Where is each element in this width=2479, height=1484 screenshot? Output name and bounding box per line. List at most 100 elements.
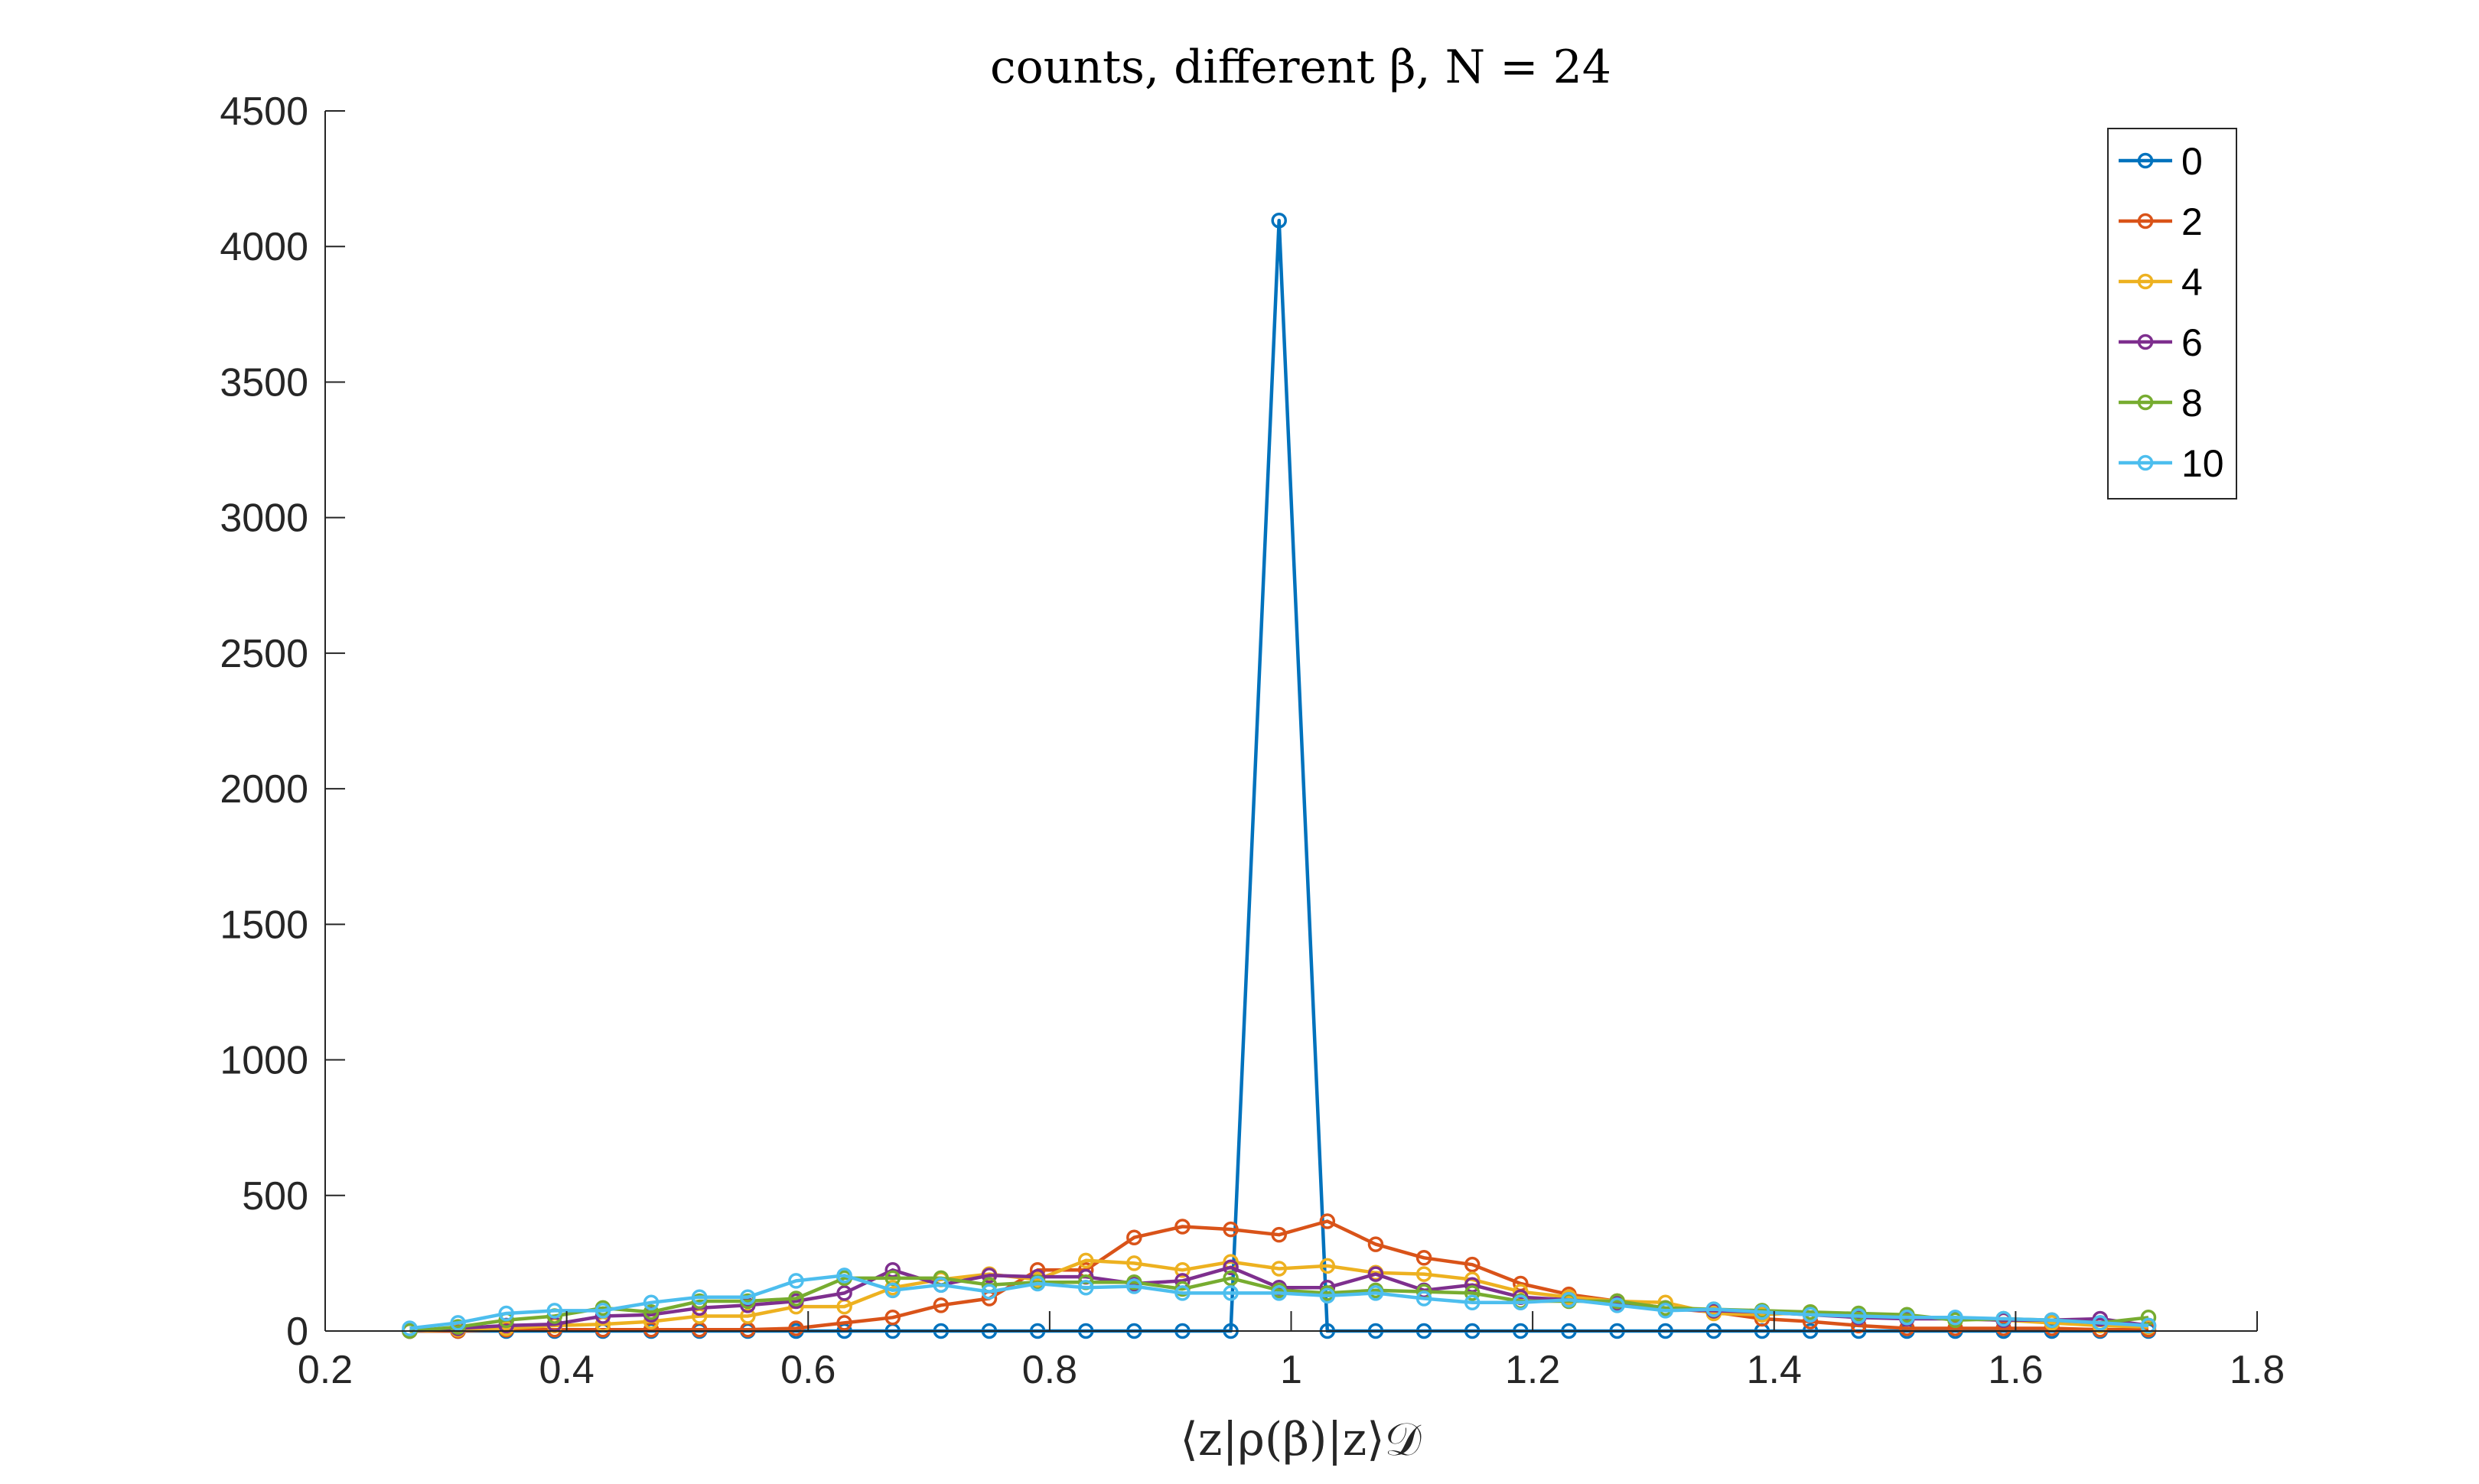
data-point-10 xyxy=(1464,1294,1481,1311)
data-point-8 xyxy=(643,1303,660,1320)
legend-swatch-marker xyxy=(2137,152,2154,169)
y-tick-label: 1000 xyxy=(220,1039,308,1083)
data-point-8 xyxy=(1464,1285,1481,1301)
data-point-2 xyxy=(1223,1221,1239,1238)
data-point-10 xyxy=(1705,1301,1722,1317)
y-tick-label: 2500 xyxy=(220,632,308,676)
data-point-2 xyxy=(836,1315,852,1331)
data-point-10 xyxy=(1995,1310,2012,1327)
data-point-10 xyxy=(1802,1307,1819,1323)
legend-label: 4 xyxy=(2181,261,2203,304)
data-point-2 xyxy=(788,1320,804,1336)
legend-item-4: 4 xyxy=(2119,261,2203,304)
data-point-10 xyxy=(595,1303,611,1319)
data-point-10 xyxy=(981,1284,998,1300)
data-point-10 xyxy=(740,1289,756,1305)
data-point-4 xyxy=(1077,1252,1094,1269)
data-point-6 xyxy=(981,1268,998,1284)
legend-item-10: 10 xyxy=(2119,442,2224,485)
y-tick-label: 3000 xyxy=(220,496,308,541)
x-tick-label: 1.2 xyxy=(1505,1348,1560,1392)
y-tick-label: 4000 xyxy=(220,225,308,269)
data-point-2 xyxy=(1367,1236,1384,1252)
y-tick-label: 1500 xyxy=(220,903,308,947)
legend-swatch-marker xyxy=(2137,273,2154,290)
x-tick-label: 1.8 xyxy=(2230,1348,2285,1392)
data-point-10 xyxy=(1174,1285,1191,1301)
data-point-10 xyxy=(2092,1315,2109,1331)
data-point-4 xyxy=(1126,1255,1142,1271)
data-point-6 xyxy=(836,1285,852,1301)
data-point-8 xyxy=(1223,1270,1239,1287)
x-tick-label: 0.4 xyxy=(539,1348,594,1392)
y-tick-label: 500 xyxy=(242,1174,308,1219)
legend-swatch-marker xyxy=(2137,334,2154,350)
data-point-2 xyxy=(1415,1250,1432,1266)
axes-layer: 0.2 0.4 0.6 0.8 1 1.2 1.4 1.6 1.8050010001500200… xyxy=(220,89,2285,1392)
data-point-10 xyxy=(1126,1278,1142,1294)
series-line-10 xyxy=(409,1274,2149,1330)
legend-swatch-marker xyxy=(2137,213,2154,229)
legend: 0 2 4 6 8 10 xyxy=(2107,128,2237,500)
x-tick-label: 0.2 xyxy=(298,1348,353,1392)
y-tick-label: 3500 xyxy=(220,360,308,405)
data-point-10 xyxy=(643,1294,660,1311)
data-point-4 xyxy=(1271,1261,1287,1277)
y-tick-label: 0 xyxy=(286,1310,308,1354)
legend-label: 2 xyxy=(2181,200,2203,243)
data-point-10 xyxy=(498,1305,514,1322)
data-point-2 xyxy=(1126,1229,1142,1245)
x-tick-label: 1.6 xyxy=(1988,1348,2043,1392)
x-tick-label: 1.4 xyxy=(1747,1348,1802,1392)
data-point-10 xyxy=(1754,1303,1770,1320)
legend-item-0: 0 xyxy=(2119,140,2203,183)
series-line-8 xyxy=(409,1276,2149,1333)
data-point-10 xyxy=(933,1277,950,1293)
data-point-2 xyxy=(1271,1226,1287,1243)
data-point-4 xyxy=(1415,1266,1432,1282)
legend-label: 6 xyxy=(2181,321,2203,364)
legend-item-2: 2 xyxy=(2119,200,2203,243)
data-point-10 xyxy=(450,1315,466,1331)
data-point-10 xyxy=(836,1268,852,1284)
data-point-10 xyxy=(1029,1275,1046,1292)
data-point-6 xyxy=(1223,1259,1239,1275)
data-point-10 xyxy=(1367,1285,1384,1301)
legend-swatch-marker xyxy=(2137,454,2154,471)
data-point-4 xyxy=(1319,1258,1336,1274)
data-point-6 xyxy=(1367,1266,1384,1282)
legend-label: 10 xyxy=(2181,442,2224,485)
data-point-10 xyxy=(1223,1285,1239,1301)
legend-swatch-marker xyxy=(2137,394,2154,411)
x-tick-label: 0.6 xyxy=(780,1348,836,1392)
data-point-10 xyxy=(1850,1308,1867,1324)
data-point-0 xyxy=(1271,212,1287,229)
series-layer xyxy=(402,212,2157,1339)
data-point-10 xyxy=(788,1273,804,1289)
data-point-2 xyxy=(1464,1256,1481,1273)
y-tick-label: 4500 xyxy=(220,89,308,134)
data-point-2 xyxy=(1319,1213,1336,1229)
data-point-10 xyxy=(1899,1310,1915,1326)
x-axis-label: ⟨z|ρ(β)|z⟩𝒟 xyxy=(1180,1413,1421,1466)
data-point-10 xyxy=(1561,1291,1577,1308)
data-point-2 xyxy=(884,1310,901,1326)
data-point-10 xyxy=(1657,1303,1673,1319)
data-point-2 xyxy=(1174,1219,1191,1235)
legend-label: 8 xyxy=(2181,382,2203,425)
data-point-2 xyxy=(933,1297,950,1313)
data-point-10 xyxy=(1319,1287,1336,1304)
series-line-2 xyxy=(409,1219,2148,1333)
data-point-10 xyxy=(2140,1317,2157,1334)
data-point-10 xyxy=(546,1303,563,1319)
series-10 xyxy=(402,1268,2157,1336)
x-tick-label: 0.8 xyxy=(1022,1348,1077,1392)
data-point-10 xyxy=(1609,1297,1625,1313)
data-point-10 xyxy=(402,1320,418,1336)
legend-item-6: 6 xyxy=(2119,321,2203,364)
x-tick-label: 1 xyxy=(1280,1348,1302,1392)
chart-title: counts, different β, N = 24 xyxy=(990,41,1611,94)
data-point-4 xyxy=(740,1308,756,1324)
